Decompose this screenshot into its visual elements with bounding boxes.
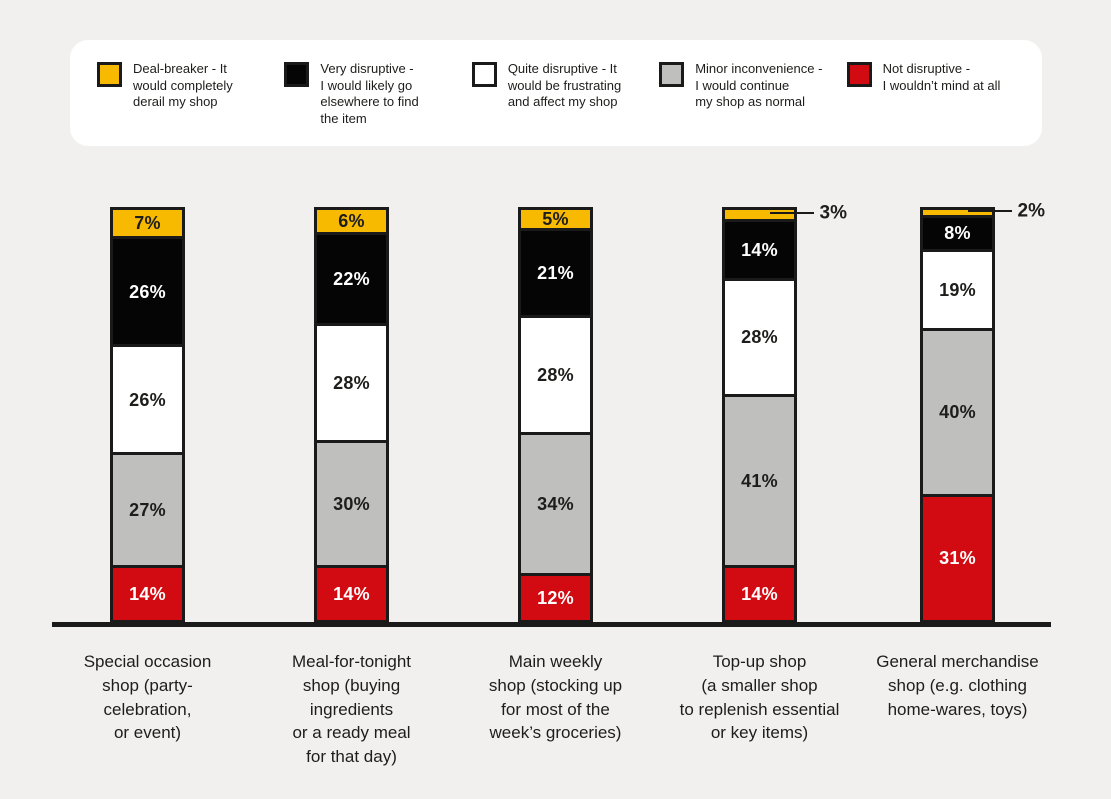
- segment-value-label: 30%: [333, 493, 370, 514]
- segment-value-label: 14%: [333, 583, 370, 604]
- segment-value-label: 26%: [129, 389, 166, 410]
- legend-item-label: Deal-breaker - It would completely derai…: [133, 61, 233, 109]
- legend-item-label: Minor inconvenience - I would continue m…: [695, 61, 823, 109]
- category-label: Special occasion shop (party- celebratio…: [83, 652, 212, 743]
- stacked-bar: 14% 28% 41% 14%: [722, 207, 797, 623]
- bar-segment: 30%: [314, 439, 389, 565]
- quite-disruptive-swatch-icon: [471, 62, 497, 87]
- bar-segment: 28%: [518, 315, 593, 432]
- bar-segment: 14%: [314, 564, 389, 623]
- stacked-bar: 8% 19% 40% 31%: [920, 207, 995, 623]
- very-disruptive-swatch-icon: [284, 62, 310, 87]
- segment-value-label: 22%: [333, 269, 370, 290]
- deal-breaker-swatch-icon: [97, 62, 122, 87]
- segment-value-label: 31%: [939, 548, 976, 569]
- segment-value-label: 27%: [129, 500, 166, 521]
- stacked-bar: 7% 26% 26% 27% 14%: [110, 207, 185, 623]
- bar-segment: 14%: [722, 219, 797, 278]
- stacked-bar: 6% 22% 28% 30% 14%: [314, 207, 389, 623]
- bar-segment: 22%: [314, 231, 389, 324]
- legend-item: Quite disruptive - It would be frustrati…: [471, 61, 659, 146]
- legend-item-label: Quite disruptive - It would be frustrati…: [507, 61, 622, 109]
- bar-segment: 14%: [110, 564, 185, 623]
- segment-value-label: 41%: [741, 470, 778, 491]
- callout-line: [967, 210, 1012, 213]
- legend-item: Very disruptive - I would likely go else…: [284, 61, 471, 146]
- segment-value-label: 28%: [537, 364, 574, 385]
- segment-value-label: 7%: [134, 213, 161, 234]
- legend-item: Minor inconvenience - I would continue m…: [659, 61, 846, 146]
- bar-segment: 40%: [920, 327, 995, 494]
- callout-line: [769, 212, 814, 215]
- bar-segment: 14%: [722, 564, 797, 623]
- segment-value-label: 14%: [741, 583, 778, 604]
- segment-value-label: 34%: [537, 493, 574, 514]
- segment-value-label: 14%: [129, 583, 166, 604]
- bar-column: 6% 22% 28% 30% 14%: [250, 207, 454, 623]
- segment-value-label: 40%: [939, 402, 976, 423]
- legend-item-label: Very disruptive - I would likely go else…: [320, 61, 419, 126]
- x-axis-line: [52, 622, 1051, 627]
- not-disruptive-swatch-icon: [846, 62, 872, 87]
- bar-column: 5% 21% 28% 34% 12%: [454, 207, 658, 623]
- legend-item: Not disruptive - I wouldn’t mind at all: [846, 61, 1034, 146]
- segment-value-label: 19%: [939, 279, 976, 300]
- category-label: Top-up shop (a smaller shop to replenish…: [679, 652, 840, 743]
- bar-segment: 8%: [920, 215, 995, 249]
- bar-segment: 26%: [110, 344, 185, 453]
- callout-value-label: 2%: [1017, 200, 1045, 222]
- segment-value-label: 8%: [944, 223, 971, 244]
- bar-segment: 41%: [722, 394, 797, 565]
- minor-inconvenience-swatch-icon: [659, 62, 685, 87]
- bar-segment: 31%: [920, 494, 995, 623]
- callout-value-label: 3%: [819, 202, 847, 224]
- category-label: General merchandise shop (e.g. clothing …: [876, 652, 1039, 719]
- segment-value-label: 14%: [741, 240, 778, 261]
- legend: Deal-breaker - It would completely derai…: [70, 40, 1042, 146]
- legend-item-label: Not disruptive - I wouldn’t mind at all: [882, 61, 1001, 93]
- legend-items: Deal-breaker - It would completely derai…: [70, 40, 1042, 146]
- segment-value-label: 28%: [741, 327, 778, 348]
- category-label: Meal-for-tonight shop (buying ingredient…: [291, 652, 412, 767]
- segment-value-label: 6%: [338, 210, 365, 231]
- legend-item: Deal-breaker - It would completely derai…: [97, 61, 284, 146]
- segment-value-label: 26%: [129, 281, 166, 302]
- segment-value-label: 5%: [542, 208, 569, 229]
- bar-segment: 6%: [314, 207, 389, 232]
- bar-segment: 27%: [110, 452, 185, 565]
- bar-column: 8% 19% 40% 31% 2%: [856, 202, 1060, 623]
- bar-segment: 28%: [722, 277, 797, 395]
- bar-segment: 5%: [518, 207, 593, 228]
- segment-value-label: 12%: [537, 588, 574, 609]
- segment-value-label: 21%: [537, 262, 574, 283]
- bar-segment: 21%: [518, 227, 593, 316]
- bar-segment: 26%: [110, 236, 185, 345]
- bar-column: 7% 26% 26% 27% 14%: [46, 207, 250, 623]
- bar-column: 14% 28% 41% 14% 3%: [658, 202, 862, 623]
- bar-segment: 12%: [518, 573, 593, 623]
- category-label: Main weekly shop (stocking up for most o…: [488, 652, 623, 743]
- bar-segment: 34%: [518, 431, 593, 574]
- bar-segment: 19%: [920, 248, 995, 328]
- stacked-bar: 5% 21% 28% 34% 12%: [518, 207, 593, 623]
- bar-segment: 28%: [314, 323, 389, 440]
- segment-value-label: 28%: [333, 373, 370, 394]
- bar-segment: 7%: [110, 207, 185, 237]
